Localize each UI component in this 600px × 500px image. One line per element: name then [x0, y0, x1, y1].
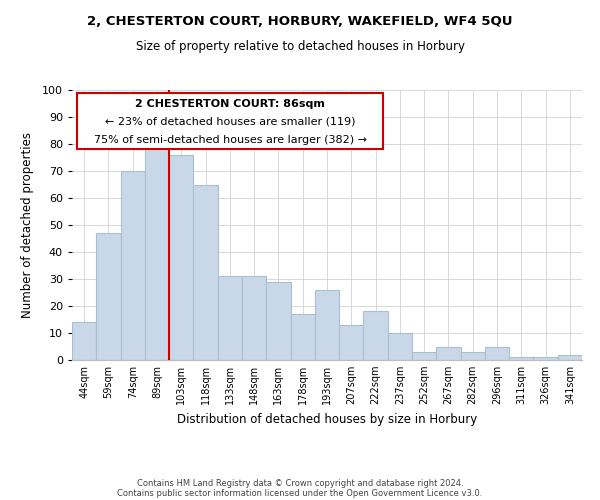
Text: Contains public sector information licensed under the Open Government Licence v3: Contains public sector information licen… [118, 488, 482, 498]
Bar [169, 155, 193, 360]
Text: 2 CHESTERTON COURT: 86sqm: 2 CHESTERTON COURT: 86sqm [135, 100, 325, 110]
Text: ← 23% of detached houses are smaller (119): ← 23% of detached houses are smaller (11… [105, 117, 355, 127]
Bar [533, 358, 558, 360]
Bar [218, 276, 242, 360]
X-axis label: Distribution of detached houses by size in Horbury: Distribution of detached houses by size … [177, 412, 477, 426]
Bar [72, 322, 96, 360]
Bar [339, 325, 364, 360]
Bar [242, 276, 266, 360]
Bar [461, 352, 485, 360]
Bar [96, 233, 121, 360]
Bar [412, 352, 436, 360]
Bar [266, 282, 290, 360]
Text: 2, CHESTERTON COURT, HORBURY, WAKEFIELD, WF4 5QU: 2, CHESTERTON COURT, HORBURY, WAKEFIELD,… [87, 15, 513, 28]
FancyBboxPatch shape [77, 92, 383, 150]
Bar [145, 142, 169, 360]
Bar [193, 184, 218, 360]
Text: Contains HM Land Registry data © Crown copyright and database right 2024.: Contains HM Land Registry data © Crown c… [137, 478, 463, 488]
Bar [315, 290, 339, 360]
Bar [436, 346, 461, 360]
Bar [388, 333, 412, 360]
Y-axis label: Number of detached properties: Number of detached properties [20, 132, 34, 318]
Text: 75% of semi-detached houses are larger (382) →: 75% of semi-detached houses are larger (… [94, 134, 367, 144]
Bar [509, 358, 533, 360]
Bar [290, 314, 315, 360]
Bar [558, 354, 582, 360]
Bar [121, 171, 145, 360]
Text: Size of property relative to detached houses in Horbury: Size of property relative to detached ho… [136, 40, 464, 53]
Bar [364, 312, 388, 360]
Bar [485, 346, 509, 360]
